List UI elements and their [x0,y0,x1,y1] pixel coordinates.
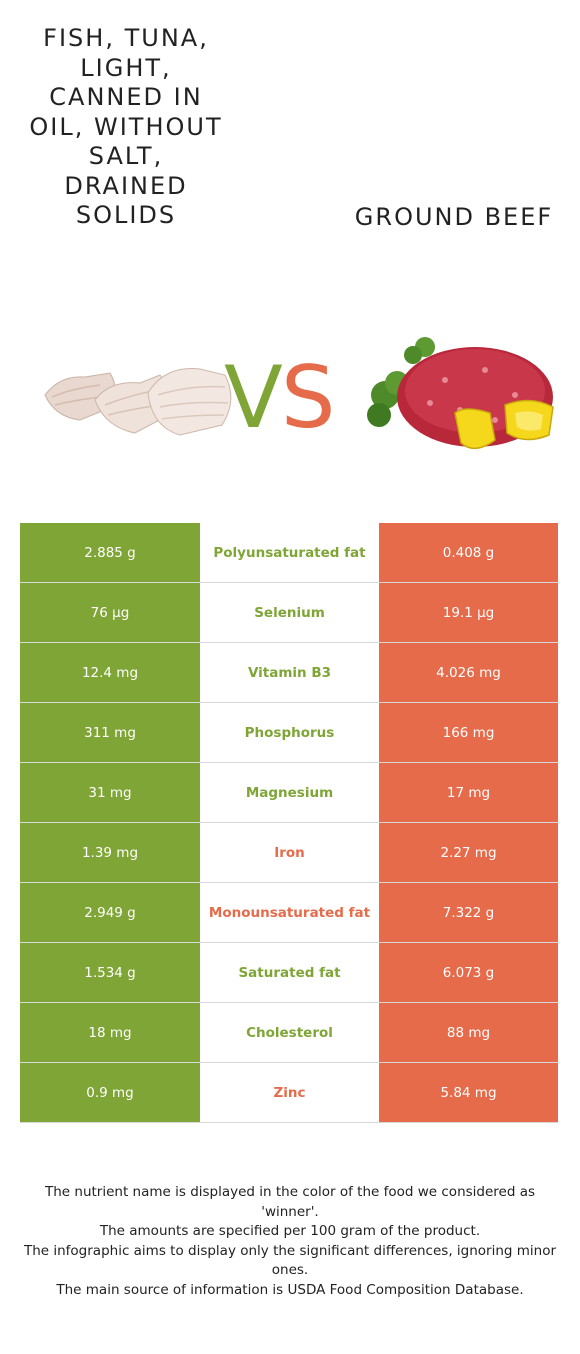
right-food-value: 7.322 g [379,882,558,943]
table-row: 76 µg Selenium 19.1 µg [20,582,558,643]
nutrient-name: Selenium [200,582,379,643]
left-food-title: Fish, tuna, light, canned in oil, withou… [29,24,223,229]
left-food-value: 31 mg [20,762,200,823]
footer-note: The nutrient name is displayed in the co… [44,1184,536,1220]
right-food-value: 17 mg [379,762,558,823]
right-food-value: 166 mg [379,702,558,763]
vs-label: VS [224,348,336,448]
right-food-value: 88 mg [379,1002,558,1063]
left-food-value: 18 mg [20,1002,200,1063]
nutrient-name: Phosphorus [200,702,379,763]
vs-s: S [280,348,336,448]
table-row: 1.39 mg Iron 2.27 mg [20,822,558,883]
nutrient-name: Magnesium [200,762,379,823]
right-food-value: 0.408 g [379,523,558,583]
tuna-chunk [147,368,232,436]
table-row: 18 mg Cholesterol 88 mg [20,1002,558,1063]
table-row: 0.9 mg Zinc 5.84 mg [20,1062,558,1123]
footer-note: The infographic aims to display only the… [23,1242,557,1279]
right-food-value: 6.073 g [379,942,558,1003]
table-row: 31 mg Magnesium 17 mg [20,762,558,823]
tuna-pieces-image [44,368,232,436]
left-food-value: 1.534 g [20,942,200,1003]
table-row: 311 mg Phosphorus 166 mg [20,702,558,763]
nutrient-name: Iron [200,822,379,883]
left-food-value: 2.949 g [20,882,200,943]
nutrient-name: Monounsaturated fat [200,882,379,943]
nutrient-name: Vitamin B3 [200,642,379,703]
nutrient-name: Zinc [200,1062,379,1123]
right-food-value: 2.27 mg [379,822,558,883]
vs-v: V [224,348,283,448]
nutrient-name: Cholesterol [200,1002,379,1063]
table-row: 1.534 g Saturated fat 6.073 g [20,942,558,1003]
left-food-value: 76 µg [20,582,200,643]
right-food-value: 19.1 µg [379,582,558,643]
right-food-value: 5.84 mg [379,1062,558,1123]
left-food-value: 1.39 mg [20,822,200,883]
right-food-value: 4.026 mg [379,642,558,703]
right-food-title: Ground beef [354,203,554,231]
left-food-value: 2.885 g [20,523,200,583]
footer-note: The amounts are specified per 100 gram o… [99,1223,481,1239]
left-food-value: 12.4 mg [20,642,200,703]
left-food-value: 0.9 mg [20,1062,200,1123]
yellow-pepper [454,399,554,449]
table-row: 2.949 g Monounsaturated fat 7.322 g [20,882,558,943]
nutrient-name: Saturated fat [200,942,379,1003]
footer-note: The main source of information is USDA F… [56,1281,524,1298]
table-row: 12.4 mg Vitamin B3 4.026 mg [20,642,558,703]
left-food-value: 311 mg [20,702,200,763]
nutrient-name: Polyunsaturated fat [200,523,379,583]
table-row: 2.885 g Polyunsaturated fat 0.408 g [20,523,558,583]
footer-notes: The nutrient name is displayed in the co… [20,1183,560,1300]
ground-beef-with-pepper-image [367,337,554,449]
comparison-table: 2.885 g Polyunsaturated fat 0.408 g 76 µg Se… [20,523,558,1123]
